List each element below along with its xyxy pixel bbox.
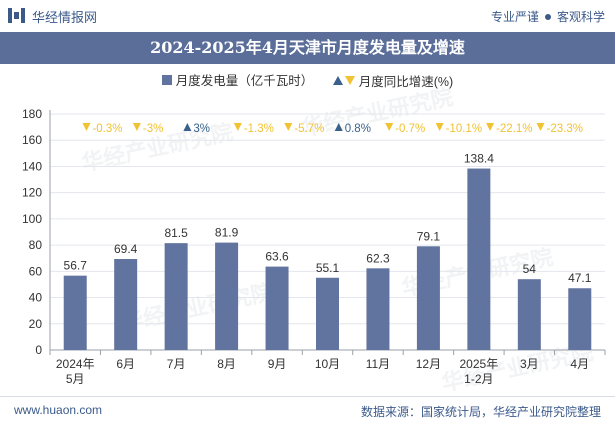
brand-name: 华经情报网 — [32, 10, 98, 25]
growth-down-icon — [132, 123, 141, 131]
bar-value-label: 79.1 — [417, 229, 441, 243]
tagline-right: 客观科学 — [556, 10, 605, 24]
triangle-up-icon — [332, 75, 343, 85]
bar — [265, 266, 289, 350]
x-tick-label: 8月 — [217, 357, 236, 371]
y-tick-label: 180 — [22, 107, 42, 121]
x-tick-label: 4月 — [570, 357, 589, 371]
x-tick-label: 5月 — [66, 372, 85, 386]
y-tick-label: 0 — [35, 343, 42, 357]
x-tick-label: 10月 — [315, 357, 340, 371]
legend-item-generation: 月度发电量（亿千瓦时） — [161, 70, 314, 89]
y-tick-label: 20 — [29, 317, 43, 331]
legend-label-generation: 月度发电量（亿千瓦时） — [175, 74, 314, 88]
bar — [63, 275, 87, 350]
x-tick-label: 9月 — [268, 357, 287, 371]
growth-down-icon — [82, 123, 91, 131]
top-bar: 华经情报网 专业严谨 客观科学 — [0, 0, 615, 32]
growth-label: -3% — [143, 123, 163, 135]
x-tick-label: 11月 — [366, 357, 390, 371]
chart-title: 2024-2025年4月天津市月度发电量及增速 — [150, 38, 465, 57]
bar-value-label: 81.9 — [215, 226, 239, 240]
bar — [416, 246, 440, 350]
chart-legend: 月度发电量（亿千瓦时） 月度同比增速(%) — [0, 70, 615, 90]
growth-label: -22.1% — [496, 123, 532, 135]
x-tick-label: 12月 — [416, 357, 441, 371]
bar — [568, 288, 592, 350]
x-tick-label: 1-2月 — [464, 372, 493, 386]
bar — [366, 268, 390, 350]
title-bar — [0, 32, 615, 64]
bar — [215, 242, 239, 350]
bar-value-label: 47.1 — [568, 271, 592, 285]
growth-up-icon — [334, 123, 343, 131]
tagline-left: 专业严谨 — [490, 10, 539, 24]
legend-label-growth: 月度同比增速(%) — [358, 74, 454, 89]
y-tick-label: 140 — [22, 159, 42, 173]
growth-label: 3% — [193, 123, 210, 135]
bar-value-label: 62.3 — [366, 251, 390, 265]
growth-down-icon — [435, 123, 444, 131]
bar-value-label: 63.6 — [265, 250, 289, 264]
growth-down-icon — [486, 123, 495, 131]
bar — [316, 277, 339, 350]
logo-icon — [8, 8, 25, 23]
y-tick-label: 40 — [29, 291, 43, 305]
bar-value-label: 81.5 — [164, 226, 188, 240]
bar — [467, 168, 491, 350]
growth-label: -1.3% — [244, 123, 274, 135]
growth-label: -23.3% — [547, 123, 583, 135]
bar — [164, 243, 188, 350]
footer-website: www.huaon.com — [14, 403, 103, 417]
bar — [114, 259, 138, 350]
x-tick-label: 6月 — [116, 357, 135, 371]
growth-up-icon — [183, 123, 192, 131]
x-tick-label: 7月 — [167, 357, 186, 371]
growth-down-icon — [233, 123, 242, 131]
y-tick-label: 120 — [22, 186, 42, 200]
legend-item-growth: 月度同比增速(%) — [332, 71, 454, 90]
growth-label: -10.1% — [446, 123, 482, 135]
footer-source: 数据来源：国家统计局，华经产业研究院整理 — [360, 405, 601, 419]
bar-value-label: 55.1 — [316, 261, 340, 275]
growth-label: -0.7% — [395, 123, 425, 135]
separator-dot-icon — [544, 14, 551, 21]
bar-value-label: 69.4 — [114, 242, 138, 256]
growth-down-icon — [385, 123, 394, 131]
bar — [517, 279, 541, 350]
bar-value-label: 54 — [523, 262, 537, 276]
tagline: 专业严谨 客观科学 — [491, 8, 605, 25]
legend-bar-swatch — [161, 74, 172, 85]
growth-label: -0.3% — [92, 123, 122, 135]
y-tick-label: 100 — [22, 212, 42, 226]
growth-down-icon — [536, 123, 545, 131]
x-tick-label: 3月 — [520, 357, 539, 371]
growth-label: 0.8% — [345, 123, 371, 135]
bar-value-label: 56.7 — [64, 259, 88, 273]
y-tick-label: 80 — [29, 238, 43, 252]
x-tick-label: 2024年 — [56, 357, 95, 371]
triangle-down-icon — [344, 75, 355, 85]
x-tick-label: 2025年 — [460, 357, 499, 371]
y-tick-label: 60 — [29, 264, 43, 278]
y-tick-label: 160 — [22, 133, 42, 147]
footer-divider — [0, 396, 615, 397]
growth-label: -5.7% — [294, 123, 324, 135]
growth-down-icon — [284, 123, 293, 131]
bar-value-label: 138.4 — [464, 152, 494, 166]
